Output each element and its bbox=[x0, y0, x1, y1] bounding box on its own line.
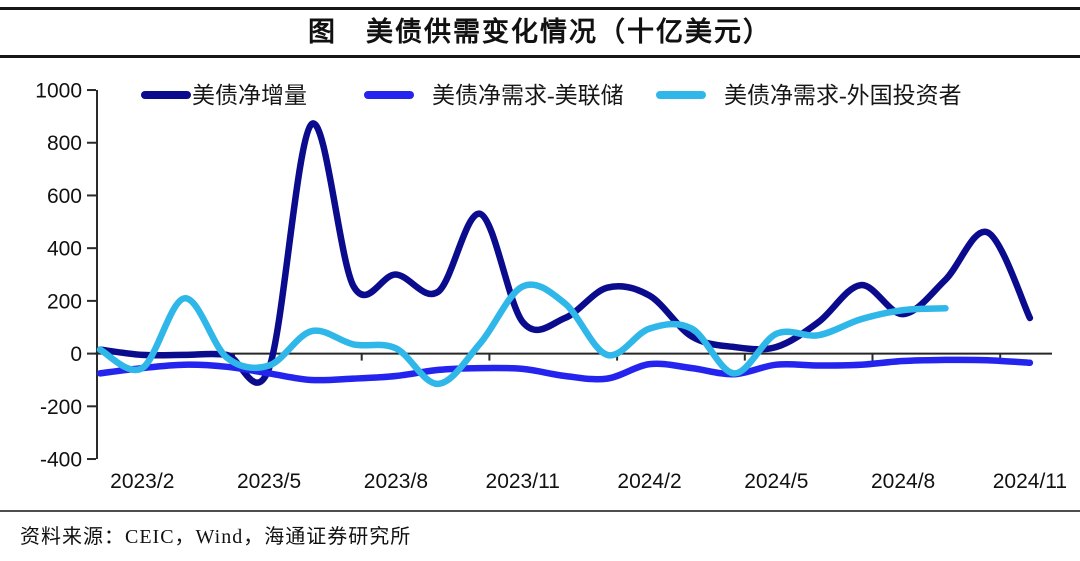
y-tick-label: 400 bbox=[47, 238, 82, 261]
y-tick-label: 0 bbox=[70, 343, 82, 366]
report-figure: 图 美债供需变化情况（十亿美元） 1000 800 600 400 200 0 -200 -4… bbox=[0, 7, 1080, 549]
chart-title: 图 美债供需变化情况（十亿美元） bbox=[308, 17, 772, 47]
series-line-1 bbox=[96, 356, 1034, 384]
y-tick-label: 200 bbox=[47, 290, 82, 313]
y-tick-label: 600 bbox=[47, 185, 82, 208]
legend-label-0: 美债净增量 bbox=[192, 83, 307, 108]
source-note: 资料来源：CEIC，Wind，海通证券研究所 bbox=[20, 526, 412, 548]
legend-item: 美债净需求-美联储 bbox=[364, 83, 624, 108]
x-tick-label: 2024/11 bbox=[993, 470, 1067, 493]
legend-item: 美债净增量 bbox=[141, 83, 307, 108]
series-line-0 bbox=[96, 120, 1034, 386]
title-divider bbox=[0, 55, 1080, 58]
x-tick-label: 2023/2 bbox=[110, 470, 174, 493]
supply-demand-line-chart: 1000 800 600 400 200 0 -200 -400 2023/2 2023/5 202… bbox=[35, 80, 1067, 493]
x-tick-label: 2023/11 bbox=[486, 470, 560, 493]
legend-item: 美债净需求-外国投资者 bbox=[656, 83, 962, 108]
y-tick-label: -400 bbox=[40, 449, 82, 472]
x-tick-label: 2024/2 bbox=[617, 470, 681, 493]
x-tick-label: 2024/5 bbox=[744, 470, 808, 493]
x-tick-label: 2024/8 bbox=[871, 470, 935, 493]
y-tick-label: 800 bbox=[47, 132, 82, 155]
y-tick-label: 1000 bbox=[35, 80, 82, 103]
y-tick-label: -200 bbox=[40, 396, 82, 419]
x-tick-label: 2023/8 bbox=[364, 470, 428, 493]
legend-label-2: 美债净需求-外国投资者 bbox=[724, 83, 962, 108]
series-line-2 bbox=[96, 281, 949, 388]
legend-label-1: 美债净需求-美联储 bbox=[432, 83, 624, 108]
x-tick-label: 2023/5 bbox=[237, 470, 301, 493]
top-divider bbox=[0, 7, 1080, 10]
bottom-divider bbox=[0, 510, 1080, 512]
